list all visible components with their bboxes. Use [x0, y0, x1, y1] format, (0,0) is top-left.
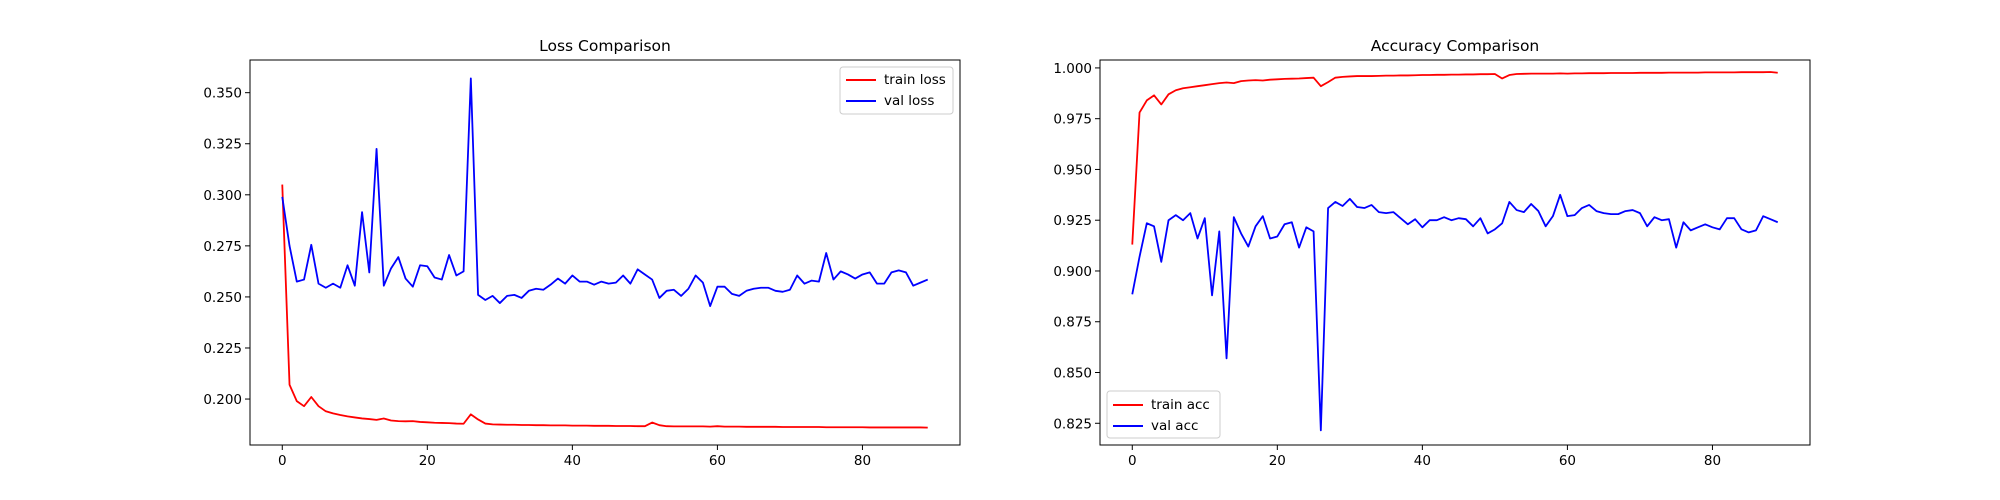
x-tick-label: 20: [419, 453, 436, 469]
y-tick-label: 0.275: [203, 239, 242, 255]
y-tick-label: 0.250: [203, 290, 242, 306]
y-tick-label: 0.825: [1053, 416, 1092, 432]
y-tick-label: 1.000: [1053, 61, 1092, 77]
y-tick-label: 0.900: [1053, 264, 1092, 280]
y-tick-label: 0.975: [1053, 112, 1092, 128]
y-axis: 0.200 0.225 0.250 0.275 0.300 0.325 0.350: [203, 86, 250, 408]
legend-label-train-acc: train acc: [1151, 397, 1210, 413]
train-loss-line: [281, 184, 928, 429]
y-tick-label: 0.950: [1053, 162, 1092, 178]
val-loss-line: [281, 77, 929, 308]
plot-frame: [249, 59, 961, 446]
y-tick-label: 0.850: [1053, 366, 1092, 382]
x-tick-label: 0: [278, 453, 287, 469]
y-axis: 0.825 0.850 0.875 0.900 0.925 0.950 0.975 1.000: [1053, 61, 1100, 432]
y-tick-label: 0.875: [1053, 315, 1092, 331]
series-lines: [1131, 71, 1779, 432]
series-lines: [281, 77, 929, 429]
accuracy-comparison-panel: Accuracy Comparison 0.825 0.850 0.875 0.900…: [1053, 37, 1811, 469]
y-tick-label: 0.300: [203, 188, 242, 204]
chart-title: Loss Comparison: [539, 37, 671, 55]
x-tick-label: 80: [1704, 453, 1721, 469]
y-tick-label: 0.200: [203, 392, 242, 408]
legend: train loss val loss: [839, 66, 954, 115]
x-tick-label: 60: [709, 453, 726, 469]
x-tick-label: 40: [1414, 453, 1431, 469]
legend-label-train-loss: train loss: [884, 72, 946, 88]
x-tick-label: 0: [1128, 453, 1137, 469]
x-tick-label: 80: [854, 453, 871, 469]
y-tick-label: 0.325: [203, 137, 242, 153]
x-tick-label: 60: [1559, 453, 1576, 469]
train-acc-line: [1131, 71, 1778, 245]
y-tick-label: 0.225: [203, 341, 242, 357]
legend: train acc val acc: [1106, 390, 1221, 439]
legend-box: [839, 66, 954, 115]
y-tick-label: 0.925: [1053, 213, 1092, 229]
val-acc-line: [1131, 193, 1779, 432]
legend-label-val-acc: val acc: [1151, 418, 1198, 434]
x-tick-label: 20: [1269, 453, 1286, 469]
legend-label-val-loss: val loss: [884, 93, 934, 109]
y-tick-label: 0.350: [203, 86, 242, 102]
chart-title: Accuracy Comparison: [1371, 37, 1540, 55]
x-axis: 0 20 40 60 80: [1128, 445, 1721, 469]
plot-frame: [1099, 59, 1811, 446]
x-axis: 0 20 40 60 80: [278, 445, 871, 469]
x-tick-label: 40: [564, 453, 581, 469]
loss-comparison-panel: Loss Comparison 0.200 0.225 0.250 0.275 0.30…: [203, 37, 961, 469]
